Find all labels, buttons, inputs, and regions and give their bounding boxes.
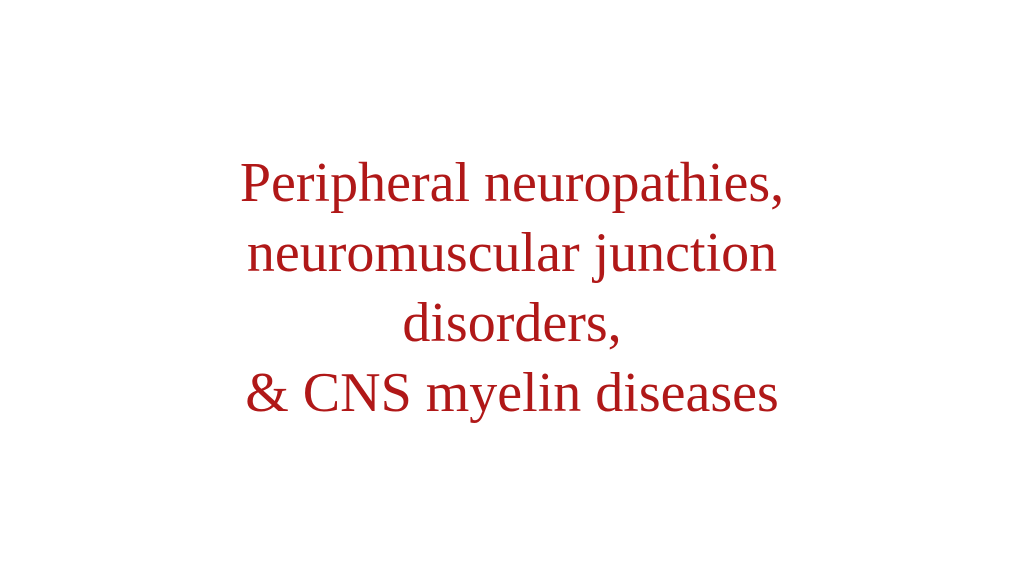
title-line-3: disorders, [80,288,944,358]
title-line-1: Peripheral neuropathies, [80,148,944,218]
slide-container: Peripheral neuropathies, neuromuscular j… [0,148,1024,428]
title-line-2: neuromuscular junction [80,218,944,288]
title-line-4: & CNS myelin diseases [80,358,944,428]
slide-title: Peripheral neuropathies, neuromuscular j… [80,148,944,428]
